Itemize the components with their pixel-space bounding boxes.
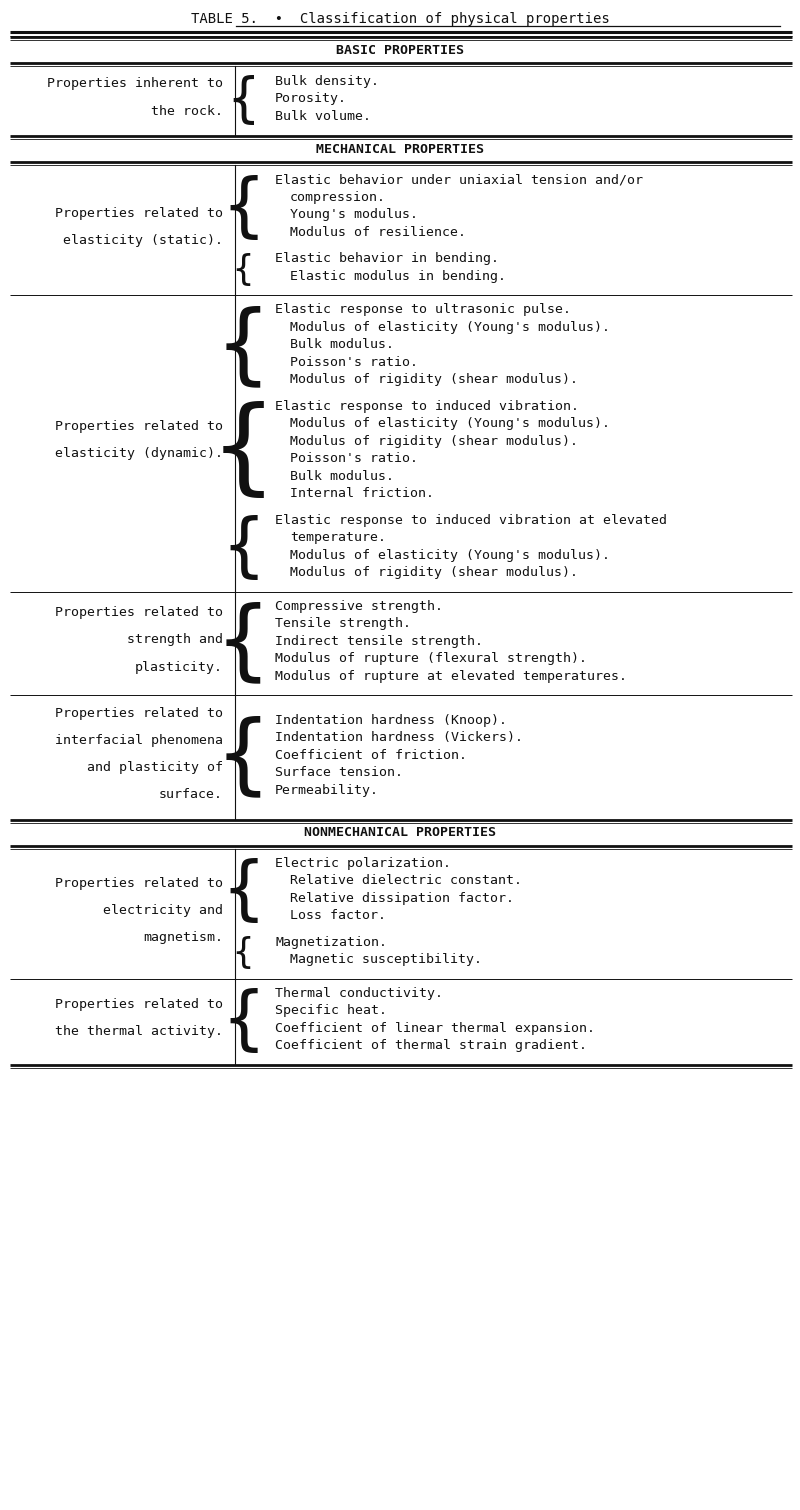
Text: Surface tension.: Surface tension. [275, 766, 403, 779]
Text: Bulk modulus.: Bulk modulus. [290, 338, 394, 352]
Text: Relative dissipation factor.: Relative dissipation factor. [290, 892, 514, 904]
Text: Modulus of rupture at elevated temperatures.: Modulus of rupture at elevated temperatu… [275, 670, 627, 683]
Text: Modulus of elasticity (Young's modulus).: Modulus of elasticity (Young's modulus). [290, 417, 610, 430]
Text: Elastic response to induced vibration.: Elastic response to induced vibration. [275, 400, 579, 412]
Text: Elastic modulus in bending.: Elastic modulus in bending. [290, 270, 506, 282]
Text: elasticity (static).: elasticity (static). [63, 234, 223, 246]
Text: {: { [217, 305, 270, 390]
Text: Internal friction.: Internal friction. [290, 488, 434, 500]
Text: interfacial phenomena: interfacial phenomena [55, 734, 223, 747]
Text: Relative dielectric constant.: Relative dielectric constant. [290, 874, 522, 888]
Text: electricity and: electricity and [103, 903, 223, 917]
Text: {: { [233, 252, 254, 287]
Text: {: { [211, 402, 274, 503]
Text: {: { [227, 76, 259, 127]
Text: Porosity.: Porosity. [275, 92, 347, 106]
Text: Elastic response to ultrasonic pulse.: Elastic response to ultrasonic pulse. [275, 304, 571, 316]
Text: Poisson's ratio.: Poisson's ratio. [290, 453, 418, 465]
Text: Properties related to: Properties related to [55, 420, 223, 433]
Text: magnetism.: magnetism. [143, 930, 223, 944]
Text: Modulus of rigidity (shear modulus).: Modulus of rigidity (shear modulus). [290, 566, 578, 580]
Text: Modulus of rigidity (shear modulus).: Modulus of rigidity (shear modulus). [290, 373, 578, 387]
Text: TABLE 5.  •  Classification of physical properties: TABLE 5. • Classification of physical pr… [190, 12, 610, 26]
Text: the rock.: the rock. [151, 104, 223, 118]
Text: Young's modulus.: Young's modulus. [290, 208, 418, 222]
Text: Properties related to: Properties related to [55, 877, 223, 889]
Text: {: { [222, 515, 264, 583]
Text: MECHANICAL PROPERTIES: MECHANICAL PROPERTIES [316, 143, 484, 156]
Text: Modulus of elasticity (Young's modulus).: Modulus of elasticity (Young's modulus). [290, 548, 610, 562]
Text: Elastic behavior under uniaxial tension and/or: Elastic behavior under uniaxial tension … [275, 174, 643, 186]
Text: Properties related to: Properties related to [55, 707, 223, 720]
Text: {: { [233, 936, 254, 971]
Text: BASIC PROPERTIES: BASIC PROPERTIES [336, 44, 464, 56]
Text: plasticity.: plasticity. [135, 660, 223, 673]
Text: and plasticity of: and plasticity of [87, 761, 223, 775]
Text: {: { [222, 858, 264, 926]
Text: {: { [217, 601, 270, 686]
Text: Bulk density.: Bulk density. [275, 76, 379, 88]
Text: {: { [222, 988, 264, 1055]
Text: Magnetic susceptibility.: Magnetic susceptibility. [290, 953, 482, 966]
Text: elasticity (dynamic).: elasticity (dynamic). [55, 447, 223, 461]
Text: Bulk volume.: Bulk volume. [275, 110, 371, 122]
Text: Coefficient of linear thermal expansion.: Coefficient of linear thermal expansion. [275, 1022, 595, 1034]
Text: Coefficient of friction.: Coefficient of friction. [275, 749, 467, 761]
Text: Coefficient of thermal strain gradient.: Coefficient of thermal strain gradient. [275, 1039, 587, 1052]
Text: Elastic response to induced vibration at elevated: Elastic response to induced vibration at… [275, 513, 667, 527]
Text: Compressive strength.: Compressive strength. [275, 599, 443, 613]
Text: {: { [217, 716, 270, 799]
Text: temperature.: temperature. [290, 532, 386, 544]
Text: NONMECHANICAL PROPERTIES: NONMECHANICAL PROPERTIES [304, 826, 496, 840]
Text: Tensile strength.: Tensile strength. [275, 618, 411, 630]
Text: Permeability.: Permeability. [275, 784, 379, 797]
Text: Indirect tensile strength.: Indirect tensile strength. [275, 634, 483, 648]
Text: compression.: compression. [290, 190, 386, 204]
Text: Poisson's ratio.: Poisson's ratio. [290, 356, 418, 368]
Text: {: { [222, 175, 264, 242]
Text: Magnetization.: Magnetization. [275, 936, 387, 948]
Text: the thermal activity.: the thermal activity. [55, 1025, 223, 1039]
Text: strength and: strength and [127, 633, 223, 646]
Text: Bulk modulus.: Bulk modulus. [290, 470, 394, 483]
Text: Specific heat.: Specific heat. [275, 1004, 387, 1018]
Text: Modulus of rupture (flexural strength).: Modulus of rupture (flexural strength). [275, 652, 587, 666]
Text: Modulus of elasticity (Young's modulus).: Modulus of elasticity (Young's modulus). [290, 320, 610, 334]
Text: Properties related to: Properties related to [55, 998, 223, 1012]
Text: Electric polarization.: Electric polarization. [275, 856, 451, 870]
Text: Thermal conductivity.: Thermal conductivity. [275, 986, 443, 1000]
Text: Properties inherent to: Properties inherent to [47, 77, 223, 91]
Text: Properties related to: Properties related to [55, 607, 223, 619]
Text: Indentation hardness (Knoop).: Indentation hardness (Knoop). [275, 714, 507, 726]
Text: Modulus of rigidity (shear modulus).: Modulus of rigidity (shear modulus). [290, 435, 578, 448]
Text: Properties related to: Properties related to [55, 207, 223, 219]
Text: Elastic behavior in bending.: Elastic behavior in bending. [275, 252, 499, 266]
Text: Loss factor.: Loss factor. [290, 909, 386, 923]
Text: Indentation hardness (Vickers).: Indentation hardness (Vickers). [275, 731, 523, 744]
Text: Modulus of resilience.: Modulus of resilience. [290, 226, 466, 239]
Text: surface.: surface. [159, 788, 223, 802]
